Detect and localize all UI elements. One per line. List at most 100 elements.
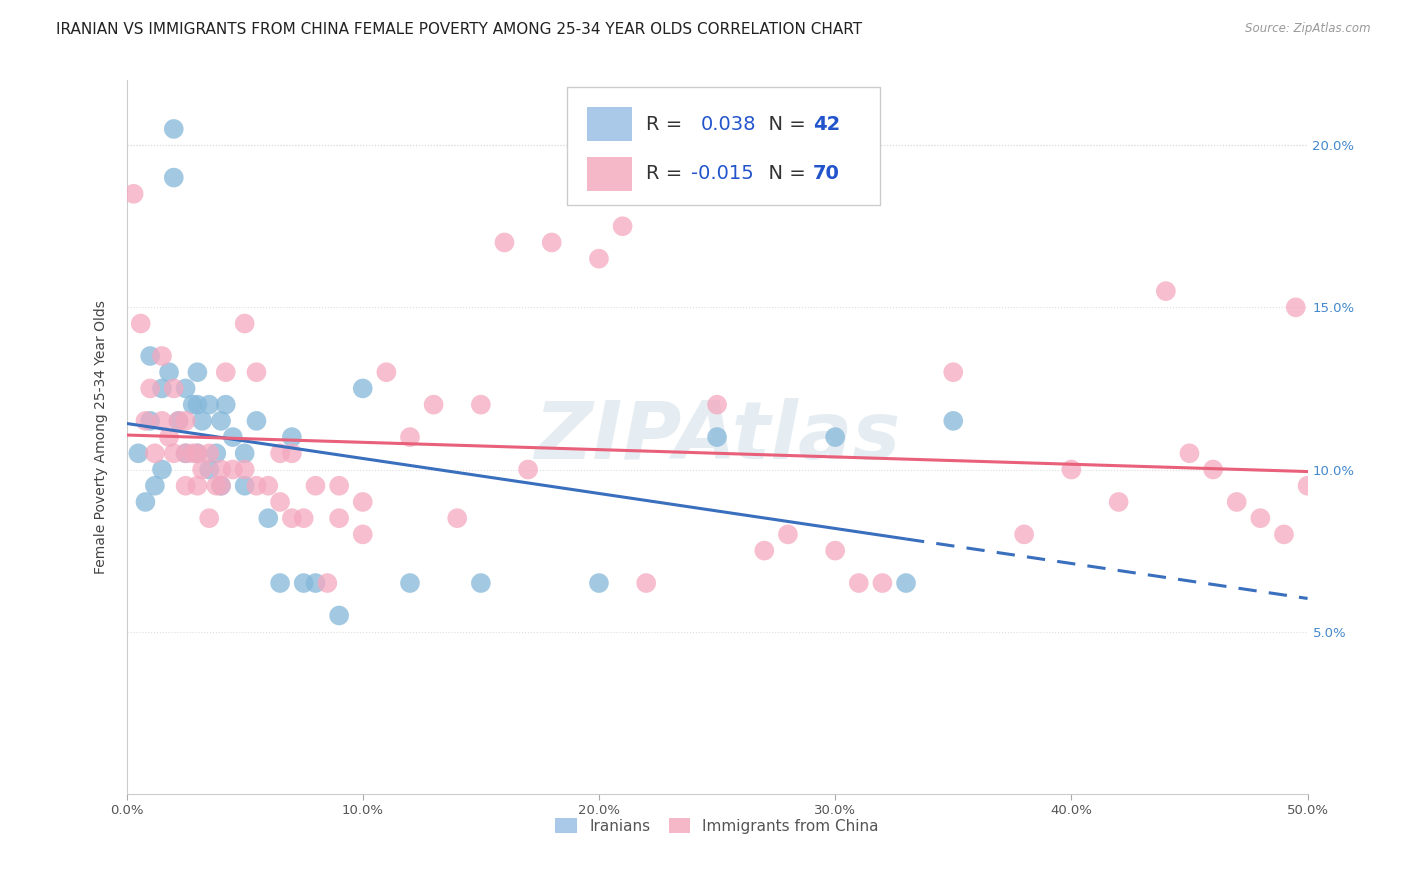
Point [233,479,256,493]
Point [205,479,228,493]
Point [1296,479,1319,493]
Point [198,462,221,476]
Point [257,511,280,525]
Point [292,576,315,591]
Point [754,543,776,558]
Text: 42: 42 [813,115,839,134]
Point [328,511,350,525]
Point [134,414,156,428]
Point [150,462,173,476]
Point [517,462,540,476]
Point [233,446,256,460]
Point [706,398,728,412]
Point [1178,446,1201,460]
Point [186,446,208,460]
Point [174,446,197,460]
FancyBboxPatch shape [588,107,633,141]
Point [588,576,610,591]
Point [494,235,516,250]
Point [281,430,304,444]
Point [134,495,156,509]
Point [150,349,173,363]
Point [127,446,149,460]
Text: IRANIAN VS IMMIGRANTS FROM CHINA FEMALE POVERTY AMONG 25-34 YEAR OLDS CORRELATIO: IRANIAN VS IMMIGRANTS FROM CHINA FEMALE … [56,22,862,37]
Point [163,122,186,136]
Point [269,495,291,509]
Point [1012,527,1035,541]
Point [848,576,870,591]
Point [540,235,562,250]
Point [198,446,221,460]
Point [186,365,208,379]
Point [209,479,232,493]
Point [1226,495,1249,509]
Point [316,576,339,591]
Point [304,479,326,493]
Point [191,462,214,476]
Point [399,430,422,444]
Y-axis label: Female Poverty Among 25-34 Year Olds: Female Poverty Among 25-34 Year Olds [94,300,108,574]
Point [588,252,610,266]
Legend: Iranians, Immigrants from China: Iranians, Immigrants from China [550,812,884,839]
Point [233,462,256,476]
Point [636,576,658,591]
Point [1202,462,1225,476]
Text: Source: ZipAtlas.com: Source: ZipAtlas.com [1246,22,1371,36]
Point [776,527,799,541]
Point [1060,462,1083,476]
Point [191,414,214,428]
Point [139,349,162,363]
Point [375,365,398,379]
Point [157,430,180,444]
Point [139,414,162,428]
Point [163,170,186,185]
Point [186,398,208,412]
Point [150,414,173,428]
Point [245,414,267,428]
Point [139,381,162,395]
Point [143,479,166,493]
Point [292,511,315,525]
Text: R =: R = [647,164,689,184]
Point [174,414,197,428]
Point [186,479,208,493]
Point [269,446,291,460]
Point [942,365,965,379]
Point [209,462,232,476]
Point [198,511,221,525]
Point [894,576,917,591]
Point [181,398,204,412]
Point [1285,301,1308,315]
Point [215,365,238,379]
Text: N =: N = [756,115,813,134]
Point [872,576,894,591]
Point [470,398,492,412]
Point [122,186,145,201]
FancyBboxPatch shape [588,157,633,191]
Point [174,479,197,493]
Point [222,430,245,444]
Point [1108,495,1130,509]
Text: R =: R = [647,115,695,134]
Point [328,479,350,493]
Point [281,511,304,525]
Point [222,462,245,476]
Point [245,365,267,379]
Point [1249,511,1271,525]
Point [167,414,190,428]
Point [328,608,350,623]
Point [942,414,965,428]
Point [352,381,374,395]
Point [304,576,326,591]
Point [174,446,197,460]
Point [706,430,728,444]
Point [163,381,186,395]
Point [209,414,232,428]
Point [143,446,166,460]
Text: 70: 70 [813,164,839,184]
Point [352,495,374,509]
Point [1272,527,1295,541]
Text: ZIPAtlas: ZIPAtlas [534,398,900,476]
Text: N =: N = [756,164,813,184]
Point [215,398,238,412]
